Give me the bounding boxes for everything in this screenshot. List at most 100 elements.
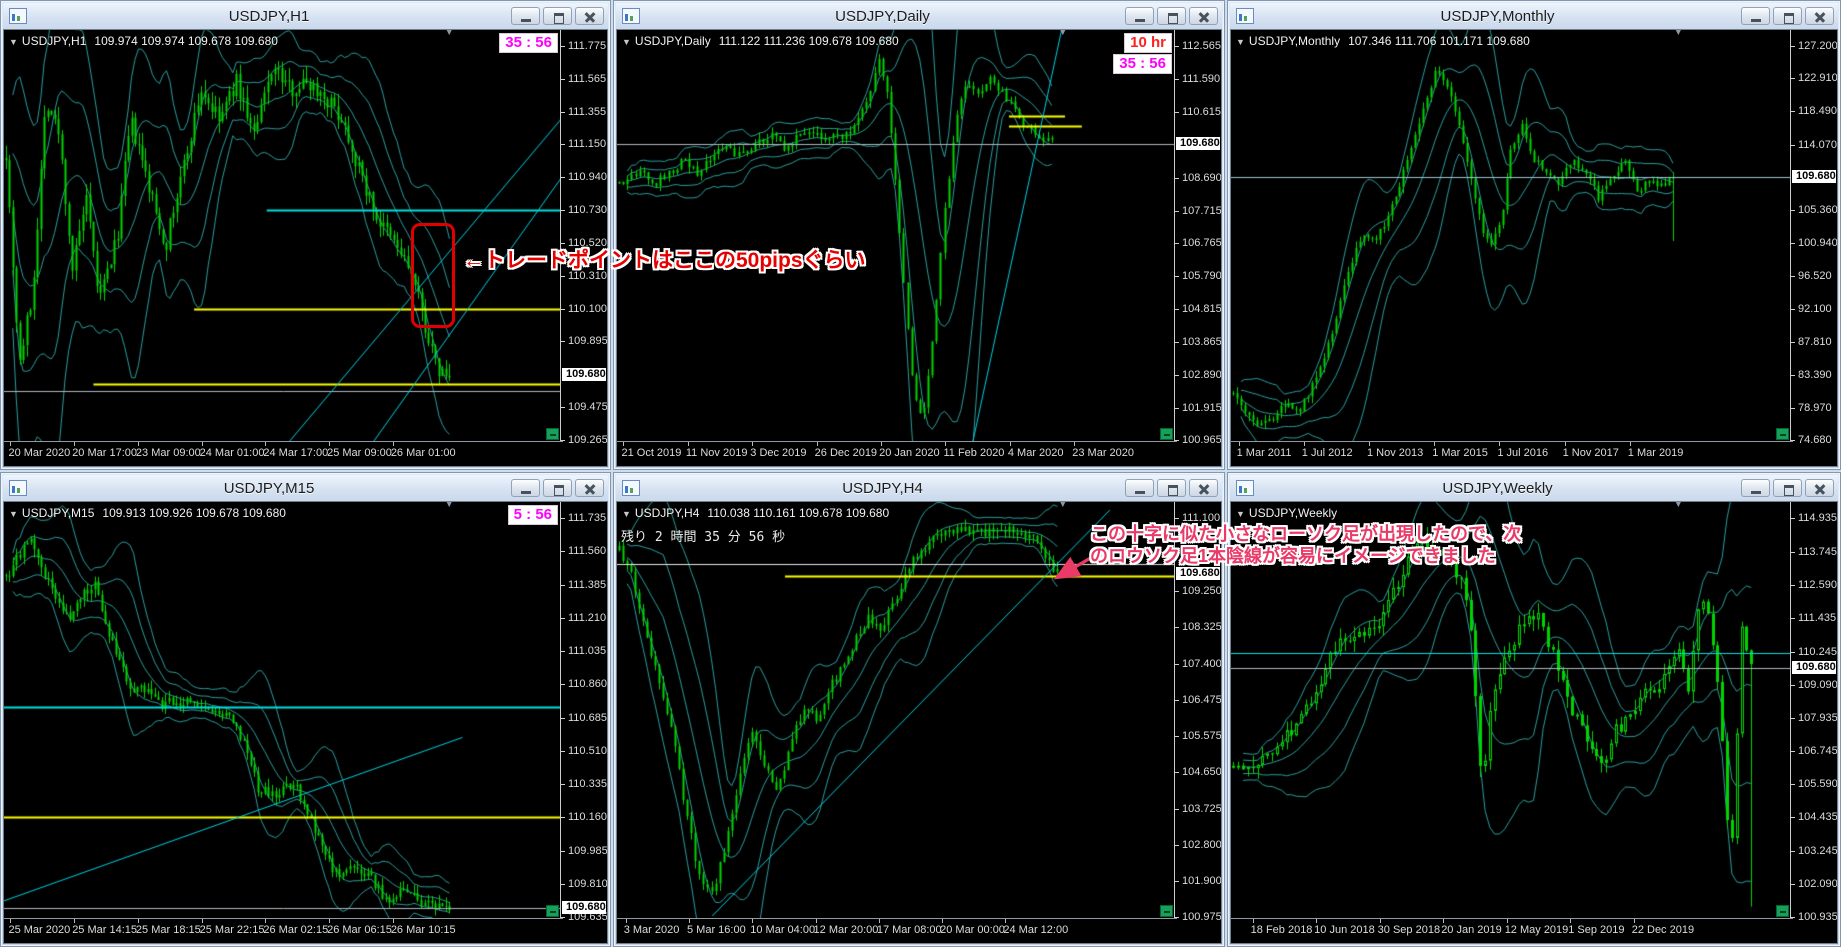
minimize-button[interactable]: [511, 7, 540, 25]
time-axis[interactable]: 21 Oct 2019 11 Nov 2019 3 Dec 2019 26 Dec 2…: [617, 441, 1177, 466]
price-tick-label: 104.435: [1791, 811, 1837, 823]
candlestick-chart-canvas[interactable]: [4, 502, 563, 921]
time-axis[interactable]: 18 Feb 2018 10 Jun 2018 30 Sep 2018 20 Jan …: [1231, 918, 1793, 943]
price-tick-label: 74.680: [1791, 434, 1837, 446]
price-axis[interactable]: 127.200 122.910 118.490 114.070 105.360 100.9…: [1790, 30, 1837, 466]
price-axis[interactable]: 111.775 111.565 111.355 111.150 110.940 110.7…: [560, 30, 607, 466]
current-price-tag: 109.680: [562, 367, 606, 381]
legend-symbol: USDJPY,H4: [634, 506, 700, 520]
time-axis-label: 20 Mar 17:00: [72, 442, 138, 459]
candlestick-chart-canvas[interactable]: [1231, 502, 1793, 921]
price-tick-label: 108.325: [1175, 621, 1221, 633]
time-axis[interactable]: 25 Mar 2020 25 Mar 14:15 25 Mar 18:15 25 Ma…: [4, 918, 563, 943]
candlestick-chart-canvas[interactable]: [1231, 30, 1793, 444]
price-tick-label: 127.200: [1791, 40, 1837, 52]
time-axis-label: 10 Jun 2018: [1314, 919, 1375, 936]
price-tick-label: 103.725: [1175, 803, 1221, 815]
legend-collapse-arrow[interactable]: ▼: [622, 37, 631, 47]
time-axis[interactable]: 3 Mar 2020 5 Mar 16:00 10 Mar 04:00 12 Mar …: [617, 918, 1177, 943]
candlestick-chart-canvas[interactable]: [4, 30, 563, 444]
chart-window-icon: [1236, 8, 1254, 24]
legend-collapse-arrow[interactable]: ▼: [9, 509, 18, 519]
close-button[interactable]: [575, 7, 604, 25]
price-tick-label: 111.590: [1175, 73, 1221, 85]
time-axis-label: 1 Jul 2012: [1301, 442, 1353, 459]
window-titlebar[interactable]: USDJPY,Daily: [616, 3, 1222, 30]
chart-scroll-marker[interactable]: [1160, 905, 1173, 917]
price-tick-label: 109.985: [561, 845, 607, 857]
price-tick-label: 83.390: [1791, 369, 1837, 381]
timer-badge: 5 : 56: [507, 505, 558, 525]
legend-collapse-arrow[interactable]: ▼: [1236, 37, 1245, 47]
legend-symbol: USDJPY,Monthly: [1248, 34, 1341, 48]
restore-button[interactable]: [1157, 7, 1186, 25]
price-tick-label: 111.560: [561, 545, 607, 557]
time-axis-label: 23 Mar 2020: [1072, 442, 1135, 459]
time-axis-label: 1 Sep 2019: [1568, 919, 1625, 936]
chart-area[interactable]: ▼ ▼ USDJPY,Daily 111.122 111.236 109.678 1…: [616, 29, 1222, 467]
chart-legend: ▼ USDJPY,Monthly 107.346 111.706 101.171 1…: [1236, 34, 1530, 48]
close-button[interactable]: [1805, 7, 1834, 25]
time-axis[interactable]: 1 Mar 2011 1 Jul 2012 1 Nov 2013 1 Mar 2015…: [1231, 441, 1793, 466]
price-tick-label: 102.890: [1175, 369, 1221, 381]
close-button[interactable]: [1805, 479, 1834, 497]
legend-collapse-arrow[interactable]: ▼: [9, 37, 18, 47]
restore-button[interactable]: [1773, 7, 1802, 25]
price-tick-label: 100.965: [1175, 434, 1221, 446]
minimize-button[interactable]: [1125, 479, 1154, 497]
window-controls: [1125, 479, 1218, 497]
chart-area[interactable]: ▼ ▼ USDJPY,H4 110.038 110.161 109.678 109.…: [616, 501, 1222, 944]
price-tick-label: 102.800: [1175, 839, 1221, 851]
price-axis[interactable]: 111.735 111.560 111.385 111.210 111.035 110.8…: [560, 502, 607, 943]
chart-scroll-marker[interactable]: [546, 428, 559, 440]
chart-window: USDJPY,Daily ▼ ▼ USDJPY,Daily 111.122 111.…: [613, 0, 1225, 470]
price-tick-label: 110.175: [1175, 548, 1221, 560]
price-tick-label: 112.590: [1791, 579, 1837, 591]
price-tick-label: 78.970: [1791, 402, 1837, 414]
candlestick-chart-canvas[interactable]: [617, 30, 1177, 444]
window-titlebar[interactable]: USDJPY,H4: [616, 475, 1222, 502]
price-axis[interactable]: 112.565 111.590 110.615 108.690 107.715 106.7…: [1174, 30, 1221, 466]
restore-button[interactable]: [1157, 479, 1186, 497]
chart-area[interactable]: ▼ ▼ USDJPY,Weekly 114.935 113.745 112.590 11…: [1230, 501, 1838, 944]
chart-area[interactable]: ▼ ▼ USDJPY,M15 109.913 109.926 109.678 109…: [3, 501, 608, 944]
close-button[interactable]: [1189, 7, 1218, 25]
window-titlebar[interactable]: USDJPY,H1: [3, 3, 608, 30]
chart-scroll-marker[interactable]: [1776, 428, 1789, 440]
price-axis[interactable]: 114.935 113.745 112.590 111.435 110.245 109.0…: [1790, 502, 1837, 943]
price-tick-label: 114.070: [1791, 139, 1837, 151]
price-tick-label: 100.975: [1175, 911, 1221, 923]
time-axis-label: 26 Dec 2019: [814, 442, 878, 459]
window-titlebar[interactable]: USDJPY,Weekly: [1230, 475, 1838, 502]
time-axis-label: 23 Mar 09:00: [135, 442, 201, 459]
chart-area[interactable]: ▼ ▼ USDJPY,H1 109.974 109.974 109.678 109.…: [3, 29, 608, 467]
window-title: USDJPY,Monthly: [1440, 7, 1555, 25]
price-tick-label: 118.490: [1791, 105, 1837, 117]
minimize-button[interactable]: [511, 479, 540, 497]
candle-countdown-text: 残り 2 時間 35 分 56 秒: [621, 530, 786, 545]
minimize-button[interactable]: [1125, 7, 1154, 25]
restore-button[interactable]: [1773, 479, 1802, 497]
price-tick-label: 111.565: [561, 73, 607, 85]
legend-collapse-arrow[interactable]: ▼: [622, 509, 631, 519]
restore-button[interactable]: [543, 479, 572, 497]
chart-area[interactable]: ▼ ▼ USDJPY,Monthly 107.346 111.706 101.171…: [1230, 29, 1838, 467]
restore-button[interactable]: [543, 7, 572, 25]
time-axis-label: 4 Mar 2020: [1007, 442, 1064, 459]
legend-collapse-arrow[interactable]: ▼: [1236, 509, 1245, 519]
close-button[interactable]: [1189, 479, 1218, 497]
chart-scroll-marker[interactable]: [1160, 428, 1173, 440]
annotation-doji-note-line2: のロウソク足1本陰線が容易にイメージできました: [1090, 546, 1496, 566]
time-axis-label: 1 Jul 2016: [1497, 442, 1549, 459]
minimize-button[interactable]: [1741, 7, 1770, 25]
minimize-button[interactable]: [1741, 479, 1770, 497]
time-axis[interactable]: 20 Mar 2020 20 Mar 17:00 23 Mar 09:00 24 Ma…: [4, 441, 563, 466]
close-button[interactable]: [575, 479, 604, 497]
window-titlebar[interactable]: USDJPY,Monthly: [1230, 3, 1838, 30]
chart-scroll-marker[interactable]: [1776, 905, 1789, 917]
chart-shift-marker: ▼: [444, 29, 455, 38]
chart-scroll-marker[interactable]: [546, 905, 559, 917]
price-axis[interactable]: 111.100 110.175 109.250 108.325 107.400 106.4…: [1174, 502, 1221, 943]
time-axis-label: 3 Dec 2019: [750, 442, 807, 459]
window-titlebar[interactable]: USDJPY,M15: [3, 475, 608, 502]
